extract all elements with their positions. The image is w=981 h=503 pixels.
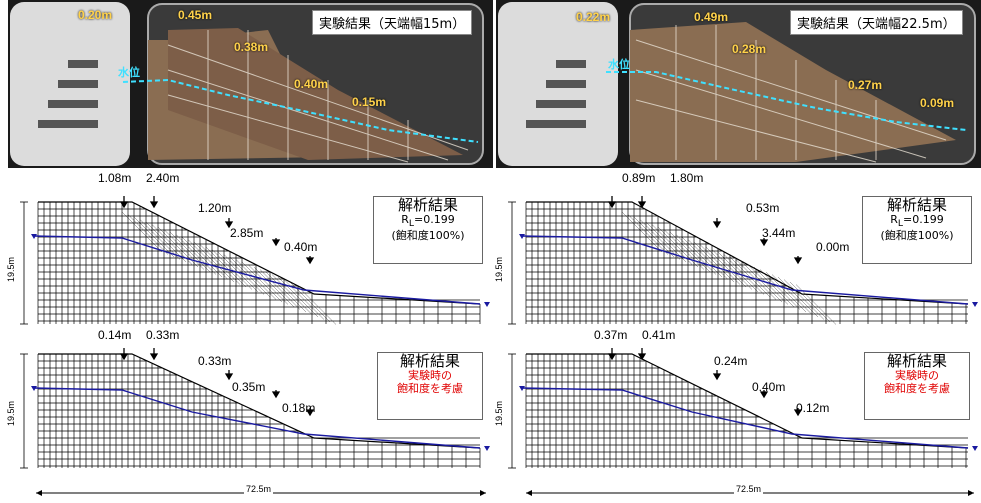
height-dimension: 19.5m xyxy=(494,256,504,282)
settlement-label: 0.40m xyxy=(284,240,318,254)
experiment-condition: 実験時の xyxy=(408,369,452,383)
width-dimension: 72.5m xyxy=(734,484,764,494)
experiment-condition: 実験時の xyxy=(895,369,939,383)
analysis-mesh xyxy=(508,348,978,469)
settlement-label: 0.12m xyxy=(796,401,830,415)
photo-scene-right xyxy=(498,2,976,166)
settlement-label: 0.22m xyxy=(576,10,611,24)
saturation-label: (飽和度100%) xyxy=(391,228,465,242)
settlement-label: 0.24m xyxy=(714,354,748,368)
settlement-label: 0.35m xyxy=(232,380,266,394)
settlement-label: 0.15m xyxy=(352,95,387,109)
water-level-label: 水位 xyxy=(118,66,140,79)
settlement-label: 0.00m xyxy=(816,240,850,254)
analysis-result-box: 解析結果 実験時の 飽和度を考慮 xyxy=(864,352,970,420)
height-dimension: 19.5m xyxy=(494,400,504,426)
settlement-label: 2.40m xyxy=(146,171,180,185)
analysis-mesh xyxy=(508,196,978,325)
analysis-result-box: 解析結果 RL=0.199 (飽和度100%) xyxy=(862,196,972,264)
settlement-label: 0.53m xyxy=(746,201,780,215)
liquefaction-ratio: RL=0.199 xyxy=(401,213,455,230)
settlement-label: 1.08m xyxy=(98,171,132,185)
water-marker xyxy=(31,234,37,239)
analysis-title: 解析結果 xyxy=(399,352,460,370)
water-marker xyxy=(972,446,978,451)
analysis-result-box: 解析結果 RL=0.199 (飽和度100%) xyxy=(373,196,483,264)
analysis-title: 解析結果 xyxy=(886,196,947,214)
settlement-label: 0.33m xyxy=(146,328,180,342)
experiment-photo-left: 実験結果（天端幅15m） 水位 0.20m 0.45m 0.38m 0.40m … xyxy=(8,0,493,168)
water-marker xyxy=(31,386,37,391)
settlement-label: 0.49m xyxy=(694,10,729,24)
settlement-label: 0.38m xyxy=(234,40,269,54)
settlement-label: 0.41m xyxy=(642,328,676,342)
settlement-label: 0.40m xyxy=(752,380,786,394)
saturation-note: 飽和度を考慮 xyxy=(884,381,950,395)
height-dimension: 19.5m xyxy=(6,256,16,282)
analysis-mesh xyxy=(20,196,490,325)
water-marker xyxy=(484,302,490,307)
analysis-result-box: 解析結果 実験時の 飽和度を考慮 xyxy=(377,352,483,420)
experiment-title: 実験結果（天端幅22.5m） xyxy=(790,10,963,35)
liquefaction-ratio: RL=0.199 xyxy=(890,213,944,230)
experiment-title: 実験結果（天端幅15m） xyxy=(312,10,473,35)
width-dimension: 72.5m xyxy=(244,484,274,494)
water-level-label: 水位 xyxy=(608,58,630,71)
settlement-label: 0.27m xyxy=(848,78,883,92)
saturation-label: (飽和度100%) xyxy=(880,228,954,242)
analysis-title: 解析結果 xyxy=(886,352,947,370)
settlement-label: 0.33m xyxy=(198,354,232,368)
settlement-label: 0.28m xyxy=(732,42,767,56)
settlement-label: 1.20m xyxy=(198,201,232,215)
settlement-label: 0.89m xyxy=(622,171,656,185)
settlement-label: 2.85m xyxy=(230,226,264,240)
analysis-mesh xyxy=(20,348,490,469)
saturation-note: 飽和度を考慮 xyxy=(397,381,463,395)
settlement-label: 3.44m xyxy=(762,226,796,240)
height-dimension: 19.5m xyxy=(6,400,16,426)
settlement-label: 1.80m xyxy=(670,171,704,185)
water-marker xyxy=(519,234,525,239)
analysis-title: 解析結果 xyxy=(397,196,458,214)
water-marker xyxy=(519,386,525,391)
water-marker xyxy=(972,302,978,307)
settlement-label: 0.18m xyxy=(282,401,316,415)
settlement-label: 0.37m xyxy=(594,328,628,342)
settlement-label: 0.20m xyxy=(78,8,113,22)
photo-scene-left xyxy=(10,2,484,166)
settlement-label: 0.45m xyxy=(178,8,213,22)
water-marker xyxy=(484,446,490,451)
settlement-label: 0.40m xyxy=(294,77,329,91)
settlement-label: 0.14m xyxy=(98,328,132,342)
settlement-label: 0.09m xyxy=(920,96,955,110)
experiment-photo-right: 実験結果（天端幅22.5m） 水位 0.22m 0.49m 0.28m 0.27… xyxy=(496,0,981,168)
